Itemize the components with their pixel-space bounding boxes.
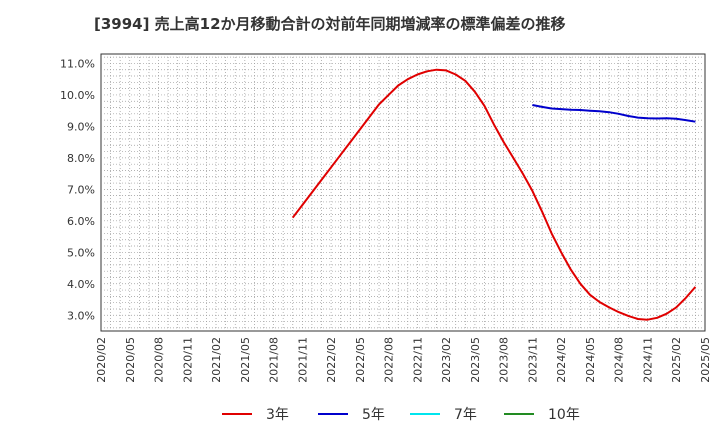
x-tick-label: 2022/08 <box>383 337 396 383</box>
x-tick-label: 2021/02 <box>210 337 223 383</box>
plot-area <box>100 53 706 332</box>
x-tick-label: 2023/11 <box>526 337 539 383</box>
x-tick-label: 2023/08 <box>498 337 511 383</box>
gridlines <box>101 54 705 331</box>
x-tick-label: 2024/08 <box>613 337 626 383</box>
x-tick-label: 2020/02 <box>95 337 108 383</box>
y-tick-label: 3.0% <box>67 309 95 322</box>
series-line-5年 <box>532 104 696 123</box>
legend: 3年 5年 7年 10年 <box>222 407 580 423</box>
series-line-3年 <box>291 68 697 321</box>
y-tick-label: 6.0% <box>67 215 95 228</box>
y-tick-label: 8.0% <box>67 152 95 165</box>
x-tick-label: 2025/02 <box>670 337 683 383</box>
x-tick-label: 2024/05 <box>584 337 597 383</box>
series-lines <box>291 68 697 321</box>
y-tick-label: 5.0% <box>67 246 95 259</box>
legend-label: 10年 <box>548 407 580 423</box>
legend-label: 7年 <box>454 407 477 423</box>
x-axis-ticks: 2020/02 2020/05 2020/08 2020/11 2021/02 2021/… <box>95 337 712 383</box>
x-tick-label: 2022/11 <box>411 337 424 383</box>
x-tick-label: 2023/05 <box>469 337 482 383</box>
x-tick-label: 2022/02 <box>325 337 338 383</box>
x-tick-label: 2024/11 <box>641 337 654 383</box>
x-tick-label: 2025/05 <box>699 337 712 383</box>
x-tick-label: 2020/11 <box>181 337 194 383</box>
x-tick-label: 2021/08 <box>268 337 281 383</box>
chart-title: [3994] 売上高12か月移動合計の対前年同期増減率の標準偏差の推移 <box>94 15 566 33</box>
x-tick-label: 2020/05 <box>124 337 137 383</box>
x-tick-label: 2020/08 <box>153 337 166 383</box>
legend-label: 5年 <box>362 407 385 423</box>
x-tick-label: 2024/02 <box>555 337 568 383</box>
y-axis-ticks: 3.0% 4.0% 5.0% 6.0% 7.0% 8.0% 9.0% 10.0% 11.0% <box>60 57 95 322</box>
y-tick-label: 7.0% <box>67 183 95 196</box>
y-tick-label: 9.0% <box>67 120 95 133</box>
x-tick-label: 2021/11 <box>296 337 309 383</box>
y-tick-label: 4.0% <box>67 278 95 291</box>
x-tick-label: 2023/02 <box>440 337 453 383</box>
legend-label: 3年 <box>266 407 289 423</box>
y-tick-label: 11.0% <box>60 57 95 70</box>
x-tick-label: 2021/05 <box>239 337 252 383</box>
y-tick-label: 10.0% <box>60 89 95 102</box>
x-tick-label: 2022/05 <box>354 337 367 383</box>
